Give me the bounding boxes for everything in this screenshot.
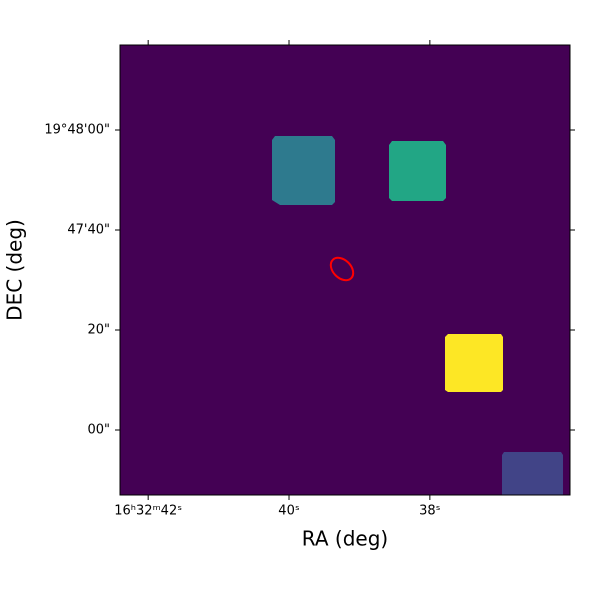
source-blob [502, 452, 563, 495]
plot-frame [119, 44, 571, 496]
x-tick-label: 38ˢ [419, 504, 441, 519]
x-tick-label: 16ʰ32ᵐ42ˢ [114, 504, 182, 519]
source-blob [445, 334, 503, 392]
x-tick-label: 40ˢ [278, 504, 300, 519]
y-axis-label: DEC (deg) [3, 219, 27, 321]
image-background [120, 45, 570, 495]
y-tick-label: 20" [87, 323, 110, 338]
aperture-ellipse [329, 256, 355, 282]
y-tick-label: 00" [87, 423, 110, 438]
x-axis-label: RA (deg) [302, 527, 388, 551]
y-tick-label: 19°48'00" [44, 123, 110, 138]
source-blob [272, 136, 335, 205]
y-tick-label: 47'40" [67, 223, 110, 238]
source-blob [389, 141, 446, 201]
